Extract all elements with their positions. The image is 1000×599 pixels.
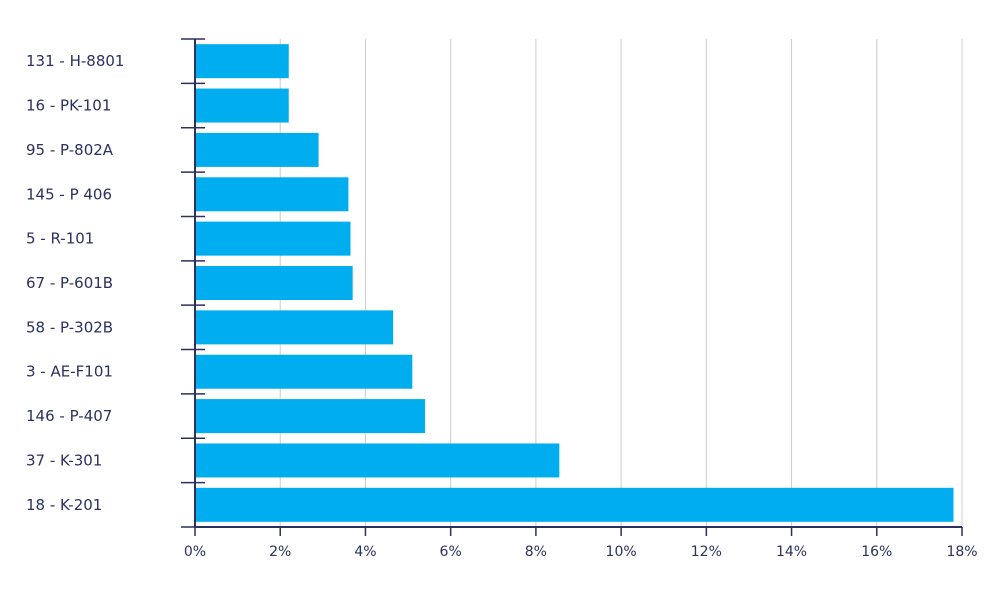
category-label: 146 - P-407 <box>26 407 112 425</box>
x-tick-label: 8% <box>525 544 547 560</box>
category-label: 95 - P-802A <box>26 141 114 159</box>
axes <box>181 38 963 536</box>
x-tick-label: 12% <box>691 544 722 560</box>
bar <box>195 310 394 345</box>
x-tick-label: 14% <box>776 544 807 560</box>
x-tick-labels: 0% 2% 4% 6% 8% 10% 12% 14% 16% 18% <box>184 544 978 560</box>
category-label: 145 - P 406 <box>26 185 112 203</box>
category-label: 18 - K-201 <box>26 496 102 514</box>
category-label: 3 - AE-F101 <box>26 363 113 381</box>
category-label: 37 - K-301 <box>26 451 102 469</box>
category-label: 131 - H-8801 <box>26 52 124 70</box>
bar <box>195 266 353 300</box>
bar <box>195 88 289 123</box>
x-tick-label: 2% <box>269 544 291 560</box>
x-tick-label: 10% <box>606 544 637 560</box>
bar <box>195 487 954 522</box>
x-tick-label: 16% <box>861 544 892 560</box>
bar <box>195 443 560 478</box>
x-tick-label: 18% <box>946 544 977 560</box>
bar <box>195 177 349 212</box>
x-tick-label: 6% <box>440 544 462 560</box>
x-tick-label: 4% <box>354 544 376 560</box>
grid-lines <box>279 39 963 527</box>
bars <box>195 44 954 522</box>
category-label: 58 - P-302B <box>26 318 113 336</box>
category-label: 5 - R-101 <box>26 230 94 248</box>
bar <box>195 132 319 167</box>
category-label: 16 - PK-101 <box>26 97 111 115</box>
x-tick-label: 0% <box>184 544 206 560</box>
bar <box>195 44 289 79</box>
category-labels: 131 - H-8801 16 - PK-101 95 - P-802A 145 - … <box>26 52 124 514</box>
bar <box>195 221 351 256</box>
bar <box>195 354 413 389</box>
bar <box>195 399 426 434</box>
category-label: 67 - P-601B <box>26 274 113 292</box>
